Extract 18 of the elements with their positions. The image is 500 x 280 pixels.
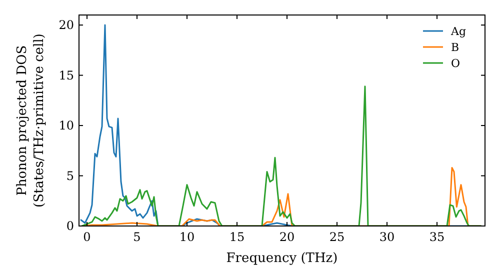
x-tick-label: 35 [429,230,445,244]
x-tick-label: 20 [279,230,295,244]
legend-label: Ag [450,25,466,38]
x-axis-title: Frequency (THz) [226,251,338,266]
x-tick-label: 0 [83,230,91,244]
legend-label: O [451,57,460,70]
y-tick-label: 10 [58,118,74,133]
x-tick-label: 25 [329,230,345,244]
legend-label: B [451,41,460,54]
x-tick-label: 10 [179,230,195,244]
y-tick-label: 5 [66,168,74,183]
y-tick-label: 0 [66,219,74,233]
y-tick-label: 15 [58,68,74,82]
x-tick-label: 5 [133,230,141,244]
y-axis-title: Phonon projected DOS (States/THz·primitive cell) [15,33,47,208]
x-tick-label: 15 [229,230,245,244]
x-tick-label: 30 [379,230,395,244]
y-tick-label: 20 [58,18,74,32]
